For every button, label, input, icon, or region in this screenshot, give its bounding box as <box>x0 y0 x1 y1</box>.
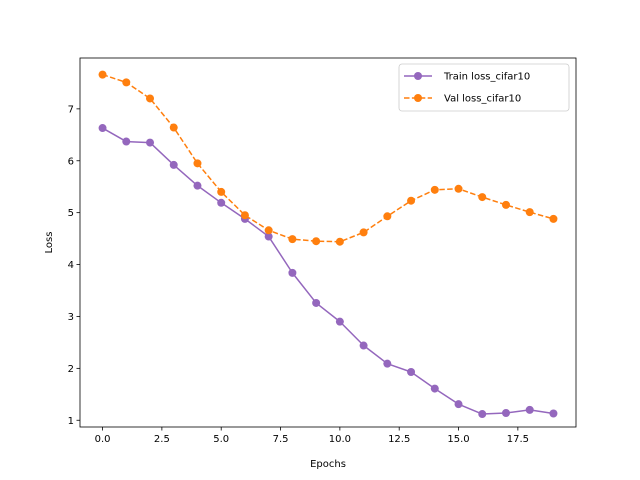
data-point <box>454 400 463 409</box>
x-tick-label: 10.0 <box>329 434 351 445</box>
x-axis-label: Epochs <box>310 459 346 470</box>
plot-frame <box>79 57 577 428</box>
data-point <box>98 70 107 79</box>
data-point <box>430 384 439 393</box>
data-point <box>312 237 321 246</box>
y-tick-label: 6 <box>68 156 74 167</box>
x-tick-label: 15.0 <box>447 434 469 445</box>
data-point <box>98 124 107 133</box>
series-layer <box>98 70 558 419</box>
x-tick-label: 17.5 <box>507 434 529 445</box>
y-axis-label: Loss <box>44 232 55 254</box>
legend-box <box>398 63 570 112</box>
series-line <box>102 73 554 243</box>
data-point <box>264 226 273 235</box>
axes-layer: 0.0 2.5 5.0 7.5 10.0 12.5 15.0 17.5 1 2 3 4 5 6 7 <box>68 57 577 445</box>
data-point <box>454 184 463 193</box>
data-point <box>501 200 510 209</box>
legend-marker <box>414 72 422 80</box>
data-point <box>240 211 249 220</box>
data-point <box>169 123 178 132</box>
data-point <box>383 359 392 368</box>
y-tick-label: 2 <box>68 364 74 375</box>
legend-item: Train loss_cifar10 <box>404 72 530 83</box>
data-point <box>288 235 297 244</box>
x-tick-label: 2.5 <box>154 434 170 445</box>
data-point <box>525 208 534 217</box>
data-point <box>146 94 155 103</box>
data-point <box>335 317 344 326</box>
x-tick-label: 5.0 <box>213 434 229 445</box>
legend-item: Val loss_cifar10 <box>404 94 521 105</box>
data-point <box>525 405 534 414</box>
data-point <box>122 78 131 87</box>
series-line <box>102 127 554 415</box>
y-tick-label: 1 <box>68 416 74 427</box>
data-point <box>193 181 202 190</box>
data-point <box>122 137 131 146</box>
data-point <box>335 237 344 246</box>
data-point <box>359 228 368 237</box>
legend-label: Train loss_cifar10 <box>443 72 530 83</box>
x-tick-label: 12.5 <box>388 434 410 445</box>
y-tick-label: 5 <box>68 208 74 219</box>
data-point <box>288 268 297 277</box>
data-point <box>549 214 558 223</box>
y-tick-label: 7 <box>68 104 74 115</box>
series-2 <box>98 70 558 246</box>
data-point <box>407 367 416 376</box>
legend-marker <box>414 94 422 102</box>
data-point <box>501 408 510 417</box>
data-point <box>146 138 155 147</box>
legend: Train loss_cifar10 Val loss_cifar10 <box>398 63 570 112</box>
data-point <box>217 198 226 207</box>
data-point <box>193 159 202 168</box>
y-tick-label: 4 <box>68 260 74 271</box>
data-point <box>264 232 273 241</box>
data-point <box>217 187 226 196</box>
data-point <box>430 185 439 194</box>
data-point <box>407 196 416 205</box>
data-point <box>478 193 487 202</box>
plot-area <box>80 58 576 427</box>
y-tick-label: 3 <box>68 312 74 323</box>
data-point <box>383 212 392 221</box>
data-point <box>169 160 178 169</box>
data-point <box>359 341 368 350</box>
data-point <box>312 298 321 307</box>
legend-label: Val loss_cifar10 <box>444 94 521 105</box>
x-tick-label: 0.0 <box>95 434 111 445</box>
data-point <box>478 410 487 419</box>
data-point <box>549 409 558 418</box>
x-tick-label: 7.5 <box>273 434 289 445</box>
